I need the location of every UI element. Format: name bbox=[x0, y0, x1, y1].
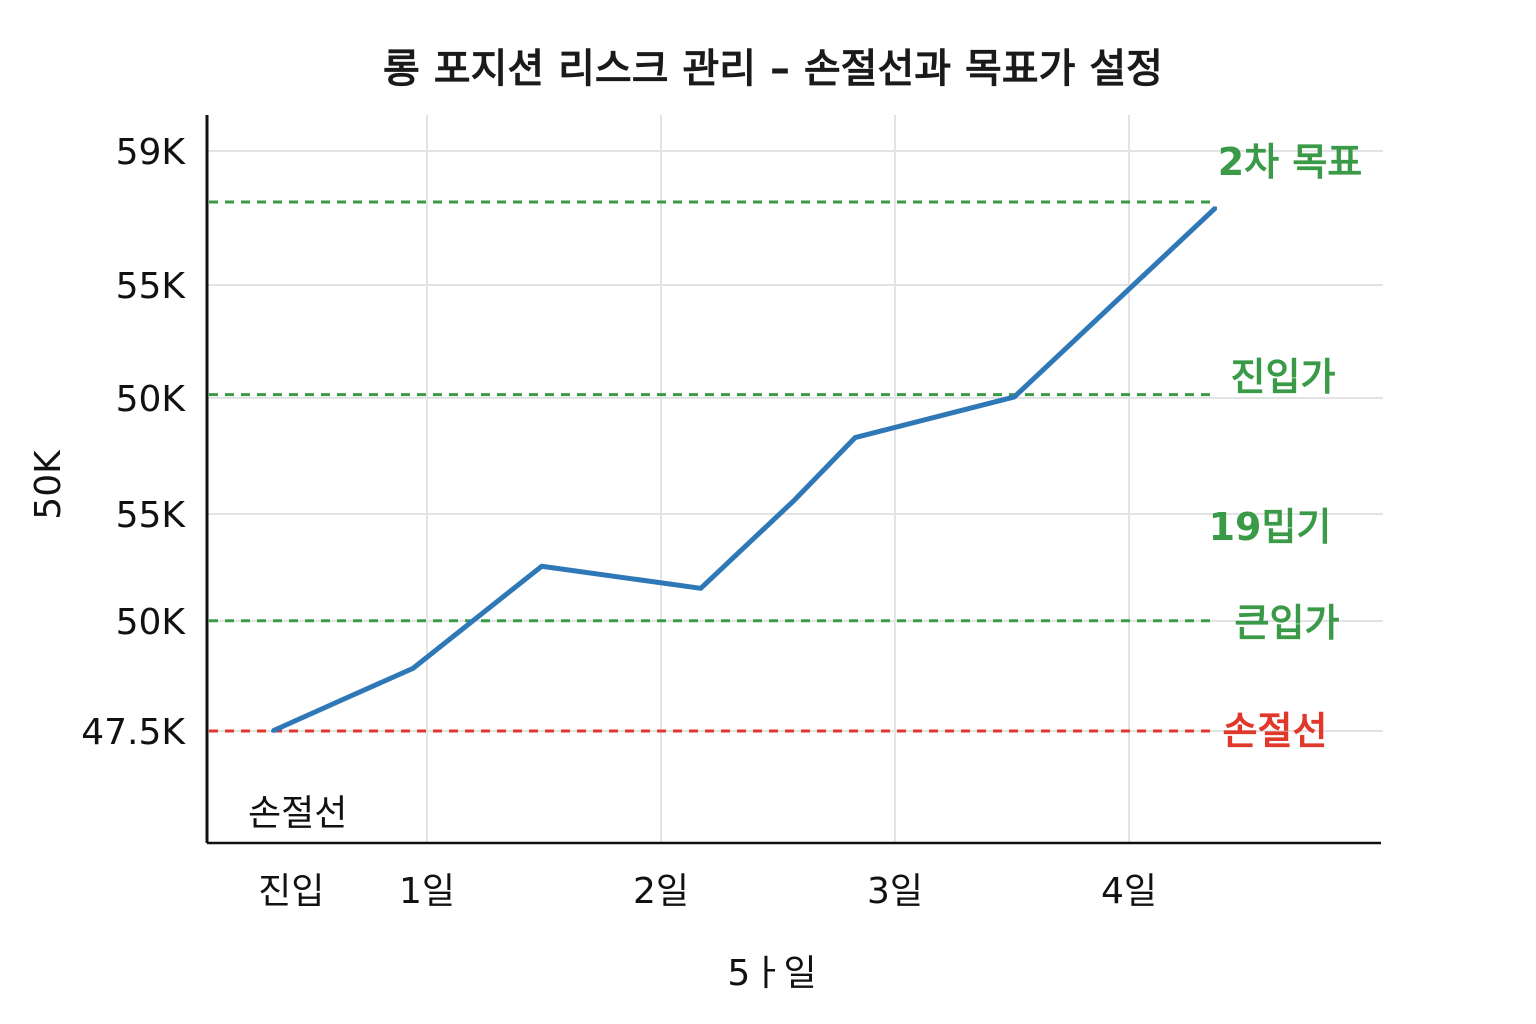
x-tick-label: 진입 bbox=[258, 871, 324, 912]
price-point bbox=[411, 666, 415, 670]
x-tick-label: 1일 bbox=[399, 871, 455, 912]
price-point bbox=[1012, 395, 1016, 399]
reference-line-label: 큰입가 bbox=[1235, 601, 1340, 645]
annotation-stop-loss: 손절선 bbox=[248, 793, 347, 834]
reference-line-label: 진입가 bbox=[1231, 355, 1336, 399]
y-tick-label: 50K bbox=[116, 602, 187, 643]
y-axis-label: 50K bbox=[28, 449, 69, 520]
x-ticks: 진입 1일 2일 3일 4일 bbox=[258, 871, 1157, 912]
x-tick-label: 3일 bbox=[867, 871, 923, 912]
series bbox=[271, 206, 1218, 734]
x-axis-label: 5ㅏ일 bbox=[727, 953, 816, 994]
reference-line-label: 손절선 bbox=[1223, 709, 1328, 753]
y-tick-label: 47.5K bbox=[81, 712, 186, 753]
price-point bbox=[540, 564, 544, 568]
x-tick-label: 2일 bbox=[633, 871, 689, 912]
y-tick-label: 55K bbox=[116, 495, 187, 536]
y-tick-label: 50K bbox=[116, 379, 187, 420]
y-tick-label: 59K bbox=[116, 132, 187, 173]
price-point bbox=[699, 586, 703, 590]
chart-title: 롱 포지션 리스크 관리 – 손절선과 목표가 설정 bbox=[383, 46, 1163, 92]
y-ticks: 47.5K 50K 55K 50K 55K 59K bbox=[81, 132, 186, 753]
y-tick-label: 55K bbox=[116, 266, 187, 307]
price-line bbox=[271, 206, 1218, 734]
grid bbox=[207, 115, 1383, 843]
price-point bbox=[1214, 206, 1218, 210]
x-tick-label: 4일 bbox=[1101, 871, 1157, 912]
price-point bbox=[853, 436, 857, 440]
reference-line-label: 19밉기 bbox=[1209, 505, 1332, 549]
reference-line-label: 2차 목표 bbox=[1218, 140, 1363, 184]
price-point bbox=[792, 498, 796, 502]
price-point bbox=[343, 697, 347, 701]
price-point bbox=[271, 729, 275, 733]
